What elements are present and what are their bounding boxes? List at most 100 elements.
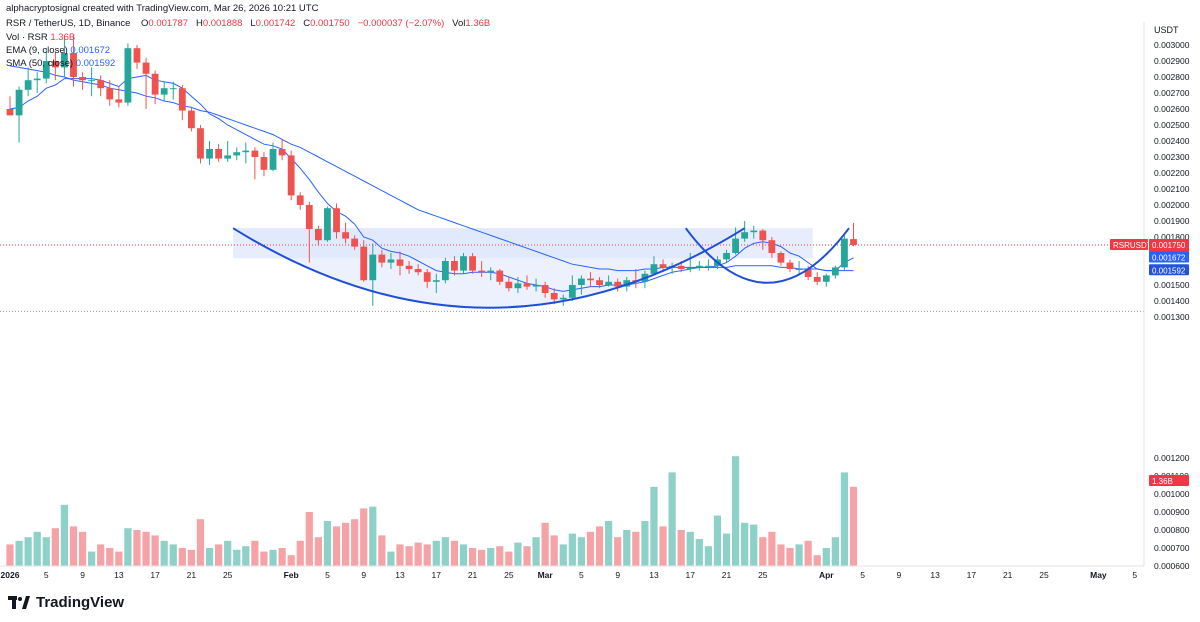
volume-tick-label: 0.001200 bbox=[1154, 453, 1190, 463]
volume-bar bbox=[296, 540, 304, 566]
close-value: 0.001750 bbox=[310, 18, 350, 29]
time-tick-label: 9 bbox=[615, 570, 620, 580]
symbol-badge-bg bbox=[1110, 239, 1148, 250]
symbol-title[interactable]: RSR / TetherUS, 1D, Binance bbox=[6, 18, 131, 29]
time-tick-label: 25 bbox=[1039, 570, 1049, 580]
time-tick-label: 21 bbox=[1003, 570, 1013, 580]
time-tick-label: 17 bbox=[432, 570, 442, 580]
volume-bar bbox=[6, 544, 14, 566]
volume-bar bbox=[205, 548, 214, 566]
sma-legend[interactable]: SMA (50, close) 0.001592 bbox=[6, 58, 115, 70]
volume-bar bbox=[532, 537, 540, 566]
candle-body bbox=[695, 265, 703, 268]
candle-body bbox=[414, 269, 422, 273]
volume-bar bbox=[623, 530, 631, 566]
time-tick-label: Feb bbox=[284, 570, 299, 580]
candlesticks bbox=[6, 35, 857, 306]
time-tick-label: 2026 bbox=[1, 570, 20, 580]
credit-text: alphacryptosignal created with TradingVi… bbox=[6, 3, 319, 14]
candle-body bbox=[786, 262, 794, 269]
volume-bar bbox=[251, 540, 259, 566]
volume-bar bbox=[269, 549, 277, 566]
volume-bar bbox=[514, 542, 522, 566]
candle-body bbox=[324, 208, 331, 241]
time-tick-label: 17 bbox=[150, 570, 160, 580]
volume-indicator-legend[interactable]: Vol · RSR 1.36B bbox=[6, 32, 75, 44]
volume-bar bbox=[586, 531, 595, 566]
candle-body bbox=[704, 265, 712, 267]
candle-body bbox=[106, 88, 114, 100]
sma-badge[interactable]: 0.001592 bbox=[1149, 264, 1189, 276]
volume-bar bbox=[459, 544, 468, 566]
candle-body bbox=[523, 283, 531, 287]
candle-body bbox=[487, 270, 495, 273]
sma-badge-text: 0.001592 bbox=[1152, 266, 1186, 275]
time-tick-label: 5 bbox=[325, 570, 330, 580]
volume-bar bbox=[115, 551, 123, 566]
time-tick-label: 25 bbox=[504, 570, 514, 580]
price-axis-currency: USDT bbox=[1154, 25, 1179, 35]
volume-bar bbox=[468, 548, 477, 566]
sma-50-line bbox=[9, 65, 854, 272]
ema-legend[interactable]: EMA (9, close) 0.001672 bbox=[6, 45, 110, 57]
candle-body bbox=[378, 254, 386, 263]
candle-body bbox=[97, 80, 105, 89]
volume-bar bbox=[78, 531, 87, 566]
ema-badge[interactable]: 0.001672 bbox=[1149, 251, 1189, 262]
ema-9-line bbox=[9, 74, 854, 292]
time-tick-label: 5 bbox=[1132, 570, 1137, 580]
candle-body bbox=[759, 230, 767, 241]
candle-body bbox=[550, 293, 558, 300]
candle-body bbox=[124, 48, 132, 103]
last-price-badge[interactable]: 0.001750 bbox=[1149, 239, 1189, 250]
candle-body bbox=[804, 269, 812, 277]
volume-badge[interactable]: 1.36B bbox=[1149, 475, 1189, 487]
time-tick-label: 13 bbox=[649, 570, 659, 580]
volume-bar bbox=[559, 544, 567, 566]
candle-body bbox=[496, 270, 504, 282]
symbol-badge-text: RSRUSDT bbox=[1113, 241, 1152, 250]
volume-tick-label: 0.000800 bbox=[1154, 525, 1190, 535]
candle-body bbox=[659, 264, 667, 268]
volume-bar bbox=[51, 528, 59, 566]
last-price-badge-bg bbox=[1149, 239, 1189, 250]
candle-body bbox=[505, 281, 513, 289]
volume-bar bbox=[686, 531, 694, 566]
volume-bar bbox=[722, 533, 731, 566]
candle-body bbox=[360, 246, 368, 281]
volume-bar bbox=[777, 544, 785, 566]
candle-body bbox=[305, 205, 313, 229]
volume-bar bbox=[831, 537, 839, 566]
volume-bar bbox=[387, 551, 395, 566]
candle-body bbox=[831, 267, 839, 276]
volume-bar bbox=[124, 528, 132, 566]
volume-bar bbox=[369, 506, 377, 566]
candle-body bbox=[514, 283, 522, 289]
candle-body bbox=[423, 272, 431, 282]
volume-bar bbox=[840, 472, 849, 566]
candle-body bbox=[151, 73, 159, 95]
candle-body bbox=[61, 53, 68, 68]
tradingview-logo[interactable]: TradingView bbox=[8, 594, 124, 611]
candle-body bbox=[51, 61, 59, 68]
volume-bar bbox=[759, 537, 767, 566]
candle-body bbox=[432, 280, 440, 282]
candle-body bbox=[441, 261, 449, 281]
volume-bar bbox=[704, 546, 712, 566]
volume-bar bbox=[196, 519, 205, 566]
candle-body bbox=[133, 48, 141, 63]
symbol-badge[interactable]: RSRUSDT bbox=[1110, 239, 1152, 250]
time-tick-label: 5 bbox=[44, 570, 49, 580]
time-tick-label: 13 bbox=[395, 570, 405, 580]
volume-bar bbox=[650, 486, 658, 566]
volume-bar bbox=[233, 549, 241, 566]
volume-bar bbox=[849, 486, 858, 566]
price-tick-label: 0.001900 bbox=[1154, 216, 1190, 226]
time-tick-label: 25 bbox=[758, 570, 768, 580]
sma-badge-bg bbox=[1149, 264, 1189, 276]
volume-bar bbox=[641, 521, 649, 566]
price-tick-label: 0.001500 bbox=[1154, 280, 1190, 290]
time-tick-label: 9 bbox=[896, 570, 901, 580]
candle-body bbox=[559, 297, 567, 300]
